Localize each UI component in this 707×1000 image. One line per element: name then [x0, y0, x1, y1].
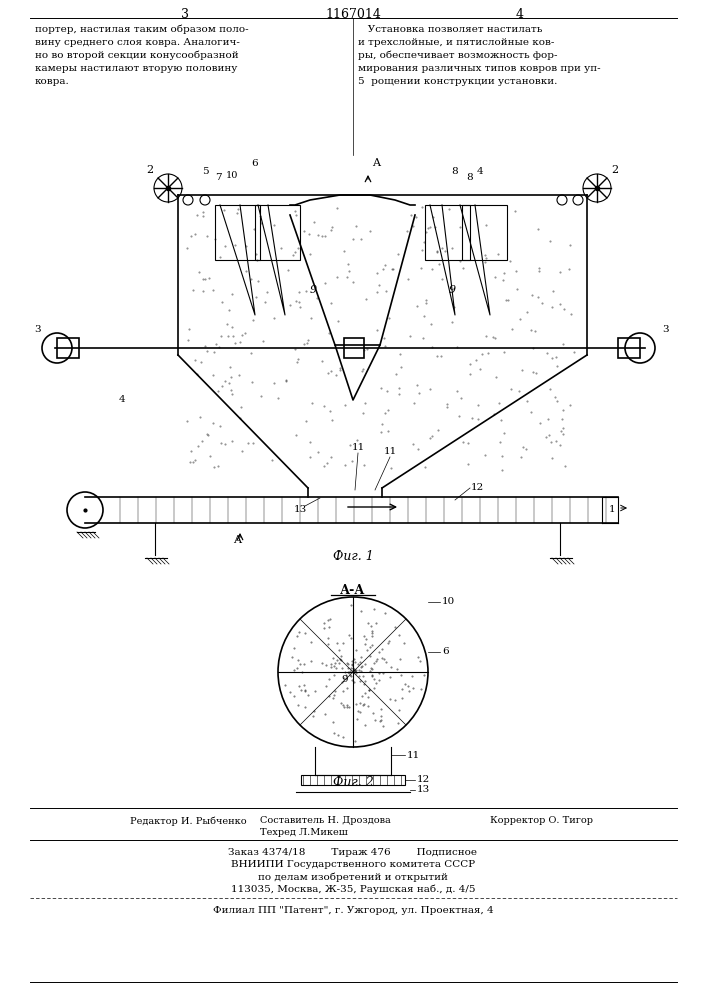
Text: Фиг. 1: Фиг. 1	[332, 550, 373, 562]
Text: и трехслойные, и пятислойные ков-: и трехслойные, и пятислойные ков-	[358, 38, 554, 47]
Text: 7: 7	[215, 174, 221, 182]
Text: Редактор И. Рыбченко: Редактор И. Рыбченко	[130, 816, 247, 826]
Text: 6: 6	[252, 158, 258, 167]
Text: камеры настилают вторую половину: камеры настилают вторую половину	[35, 64, 238, 73]
Text: 6: 6	[442, 648, 449, 656]
Text: 11: 11	[407, 750, 420, 760]
Text: 3: 3	[35, 326, 41, 334]
Text: Заказ 4374/18        Тираж 476        Подписное: Заказ 4374/18 Тираж 476 Подписное	[228, 848, 477, 857]
Text: 3: 3	[662, 326, 670, 334]
Text: 9: 9	[341, 676, 349, 684]
Text: 5: 5	[201, 167, 209, 176]
Bar	[344, 338, 364, 358]
Text: 9: 9	[310, 285, 317, 295]
Text: 10: 10	[442, 597, 455, 606]
Text: 1: 1	[609, 506, 615, 514]
Bar	[425, 205, 470, 260]
Text: портер, настилая таким образом поло-: портер, настилая таким образом поло-	[35, 25, 249, 34]
Text: ковра.: ковра.	[35, 77, 70, 86]
Bar	[215, 205, 260, 260]
Text: 4: 4	[477, 167, 484, 176]
Text: 12: 12	[470, 484, 484, 492]
Text: Техред Л.Микеш: Техред Л.Микеш	[260, 828, 348, 837]
Text: Составитель Н. Дроздова: Составитель Н. Дроздова	[260, 816, 391, 825]
Text: по делам изобретений и открытий: по делам изобретений и открытий	[258, 872, 448, 882]
Bar	[462, 205, 507, 260]
Text: 13: 13	[417, 786, 431, 794]
Text: Установка позволяет настилать: Установка позволяет настилать	[358, 25, 542, 34]
Text: 8: 8	[467, 174, 473, 182]
Bar	[57, 338, 79, 358]
Text: 12: 12	[417, 776, 431, 784]
Text: ВНИИПИ Государственного комитета СССР: ВНИИПИ Государственного комитета СССР	[231, 860, 475, 869]
Text: мирования различных типов ковров при уп-: мирования различных типов ковров при уп-	[358, 64, 601, 73]
Text: вину среднего слоя ковра. Аналогич-: вину среднего слоя ковра. Аналогич-	[35, 38, 240, 47]
Text: 13: 13	[293, 506, 307, 514]
Text: 11: 11	[383, 448, 397, 456]
Text: A: A	[372, 158, 380, 168]
Text: 4: 4	[516, 8, 524, 21]
Bar	[301, 775, 405, 785]
Text: 4: 4	[119, 395, 125, 404]
Text: 5  рощении конструкции установки.: 5 рощении конструкции установки.	[358, 77, 557, 86]
Text: 8: 8	[452, 167, 458, 176]
Text: Фиг. 2: Фиг. 2	[332, 776, 373, 788]
Text: 11: 11	[351, 444, 365, 452]
Text: 3: 3	[181, 8, 189, 21]
Text: 2: 2	[612, 165, 619, 175]
Text: Корректор О. Тигор: Корректор О. Тигор	[490, 816, 593, 825]
Text: 2: 2	[146, 165, 153, 175]
Text: 1167014: 1167014	[325, 8, 381, 21]
Text: ры, обеспечивает возможность фор-: ры, обеспечивает возможность фор-	[358, 51, 558, 60]
Bar	[255, 205, 300, 260]
Text: A: A	[233, 535, 241, 545]
Text: 9: 9	[448, 285, 455, 295]
Bar	[618, 338, 640, 358]
Text: Филиал ПП "Патент", г. Ужгород, ул. Проектная, 4: Филиал ПП "Патент", г. Ужгород, ул. Прое…	[213, 906, 493, 915]
Text: 113035, Москва, Ж-35, Раушская наб., д. 4/5: 113035, Москва, Ж-35, Раушская наб., д. …	[230, 884, 475, 894]
Text: но во второй секции конусообразной: но во второй секции конусообразной	[35, 51, 239, 60]
Text: А-А: А-А	[340, 584, 366, 596]
Text: 10: 10	[226, 170, 238, 180]
